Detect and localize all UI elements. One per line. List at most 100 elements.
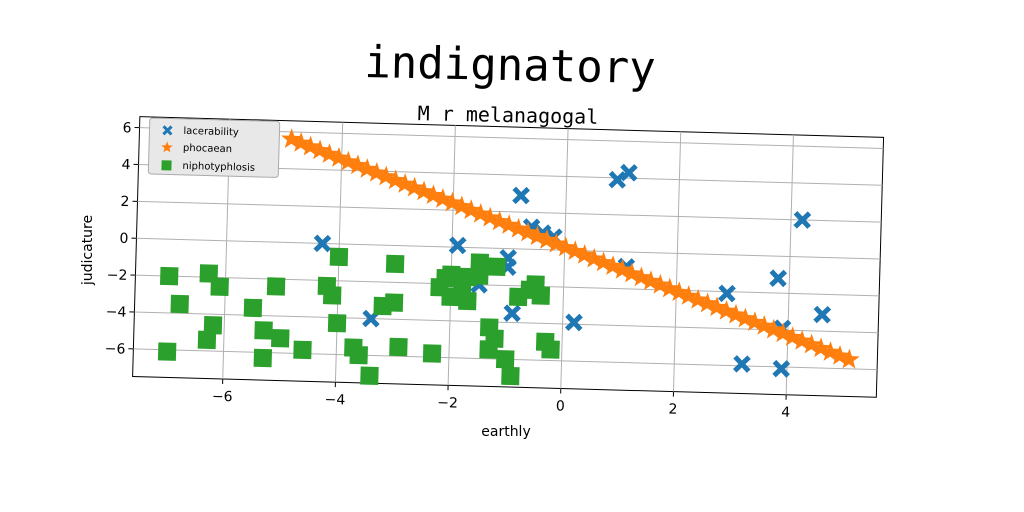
phocaean-point bbox=[574, 244, 596, 265]
niphotyphlosis-point bbox=[458, 291, 477, 311]
lacerability-point bbox=[608, 170, 627, 189]
niphotyphlosis-point bbox=[327, 313, 347, 333]
y-tick-label: 4 bbox=[121, 157, 130, 173]
phocaean-point bbox=[394, 173, 416, 194]
phocaean-point bbox=[366, 161, 388, 183]
y-tick-label: −6 bbox=[104, 341, 125, 358]
y-tick-label: 6 bbox=[122, 120, 131, 136]
phocaean-point bbox=[753, 315, 775, 336]
phocaean-point bbox=[422, 184, 444, 205]
legend-marker-phocaean bbox=[161, 141, 173, 153]
niphotyphlosis-point bbox=[495, 349, 515, 369]
phocaean-point bbox=[810, 337, 832, 358]
phocaean-point bbox=[290, 132, 312, 153]
x-axis-ticks: −6 −4 −2 0 2 4 bbox=[212, 379, 790, 421]
niphotyphlosis-point bbox=[531, 286, 551, 305]
x-grid-line bbox=[672, 131, 682, 392]
lacerability-point bbox=[512, 186, 530, 205]
x-tick-label: 2 bbox=[668, 401, 677, 417]
lacerability-point bbox=[448, 236, 467, 255]
series-niphotyphlosis bbox=[157, 247, 560, 386]
niphotyphlosis-point bbox=[384, 293, 404, 312]
phocaean-point bbox=[555, 236, 577, 257]
y-tick-label: −2 bbox=[107, 267, 128, 284]
plot-area: −6 −4 −2 0 2 4 −6 −4 −2 0 2 4 6 lacerability phocae… bbox=[104, 116, 885, 421]
phocaean-point bbox=[375, 165, 397, 186]
niphotyphlosis-point bbox=[266, 277, 286, 296]
x-tick-label: −6 bbox=[212, 389, 233, 406]
lacerability-point bbox=[769, 269, 788, 288]
phocaean-point bbox=[337, 150, 359, 171]
series-phocaean bbox=[281, 128, 860, 369]
niphotyphlosis-point bbox=[487, 257, 506, 277]
niphotyphlosis-point bbox=[254, 321, 273, 340]
phocaean-point bbox=[328, 146, 350, 168]
niphotyphlosis-point bbox=[329, 247, 349, 267]
niphotyphlosis-point bbox=[501, 366, 520, 386]
phocaean-point bbox=[640, 270, 662, 291]
phocaean-point bbox=[659, 277, 681, 298]
phocaean-point bbox=[838, 348, 860, 369]
y-axis-label: judicature bbox=[80, 215, 96, 286]
phocaean-point bbox=[489, 210, 510, 231]
y-tick-label: 2 bbox=[120, 194, 129, 210]
phocaean-point bbox=[441, 191, 463, 212]
lacerability-point bbox=[793, 211, 812, 229]
niphotyphlosis-point bbox=[197, 330, 217, 350]
niphotyphlosis-point bbox=[422, 344, 442, 363]
phocaean-point bbox=[460, 199, 482, 220]
x-grid-line bbox=[560, 128, 569, 389]
phocaean-point bbox=[432, 188, 454, 209]
phocaean-point bbox=[763, 318, 785, 339]
phocaean-point bbox=[536, 229, 558, 250]
phocaean-point bbox=[593, 251, 614, 272]
phocaean-point bbox=[356, 158, 378, 179]
x-grid-line bbox=[447, 125, 456, 386]
phocaean-point bbox=[678, 285, 700, 306]
niphotyphlosis-point bbox=[360, 366, 379, 385]
lacerability-point bbox=[813, 305, 832, 324]
phocaean-point bbox=[545, 232, 567, 253]
y-axis-ticks: −6 −4 −2 0 2 4 6 bbox=[104, 120, 140, 358]
lacerability-point bbox=[503, 304, 522, 323]
lacerability-point bbox=[772, 359, 791, 378]
phocaean-point bbox=[451, 195, 473, 216]
phocaean-point bbox=[517, 221, 539, 242]
niphotyphlosis-point bbox=[170, 294, 189, 314]
niphotyphlosis-point bbox=[485, 329, 504, 348]
niphotyphlosis-point bbox=[389, 337, 408, 357]
phocaean-point bbox=[470, 202, 492, 224]
phocaean-point bbox=[772, 322, 794, 343]
phocaean-point bbox=[507, 217, 529, 238]
phocaean-point bbox=[621, 262, 643, 283]
phocaean-point bbox=[715, 300, 737, 321]
phocaean-point bbox=[791, 329, 813, 351]
phocaean-point bbox=[583, 247, 605, 268]
niphotyphlosis-point bbox=[243, 298, 263, 318]
y-grid-line bbox=[136, 237, 881, 260]
niphotyphlosis-point bbox=[322, 286, 342, 305]
phocaean-point bbox=[281, 128, 302, 149]
phocaean-point bbox=[602, 255, 624, 276]
niphotyphlosis-point bbox=[159, 266, 179, 286]
phocaean-point bbox=[800, 333, 822, 354]
chart-subtitle: M r melanagogal bbox=[417, 101, 598, 129]
y-grid-line bbox=[135, 274, 880, 297]
x-axis-label: earthly bbox=[481, 424, 531, 440]
legend: lacerability phocaean niphotyphlosis bbox=[147, 117, 281, 178]
niphotyphlosis-point bbox=[210, 277, 229, 296]
phocaean-point bbox=[479, 206, 501, 227]
phocaean-point bbox=[649, 273, 671, 294]
niphotyphlosis-point bbox=[385, 254, 405, 274]
x-tick-label: 0 bbox=[556, 398, 565, 414]
phocaean-point bbox=[299, 135, 321, 156]
phocaean-point bbox=[309, 139, 331, 160]
phocaean-point bbox=[706, 296, 728, 317]
lacerability-point bbox=[619, 163, 638, 182]
niphotyphlosis-point bbox=[349, 345, 368, 365]
legend-label-lacerability: lacerability bbox=[183, 126, 239, 139]
y-tick-label: −4 bbox=[106, 304, 127, 321]
phocaean-point bbox=[734, 307, 756, 328]
phocaean-point bbox=[318, 143, 340, 164]
